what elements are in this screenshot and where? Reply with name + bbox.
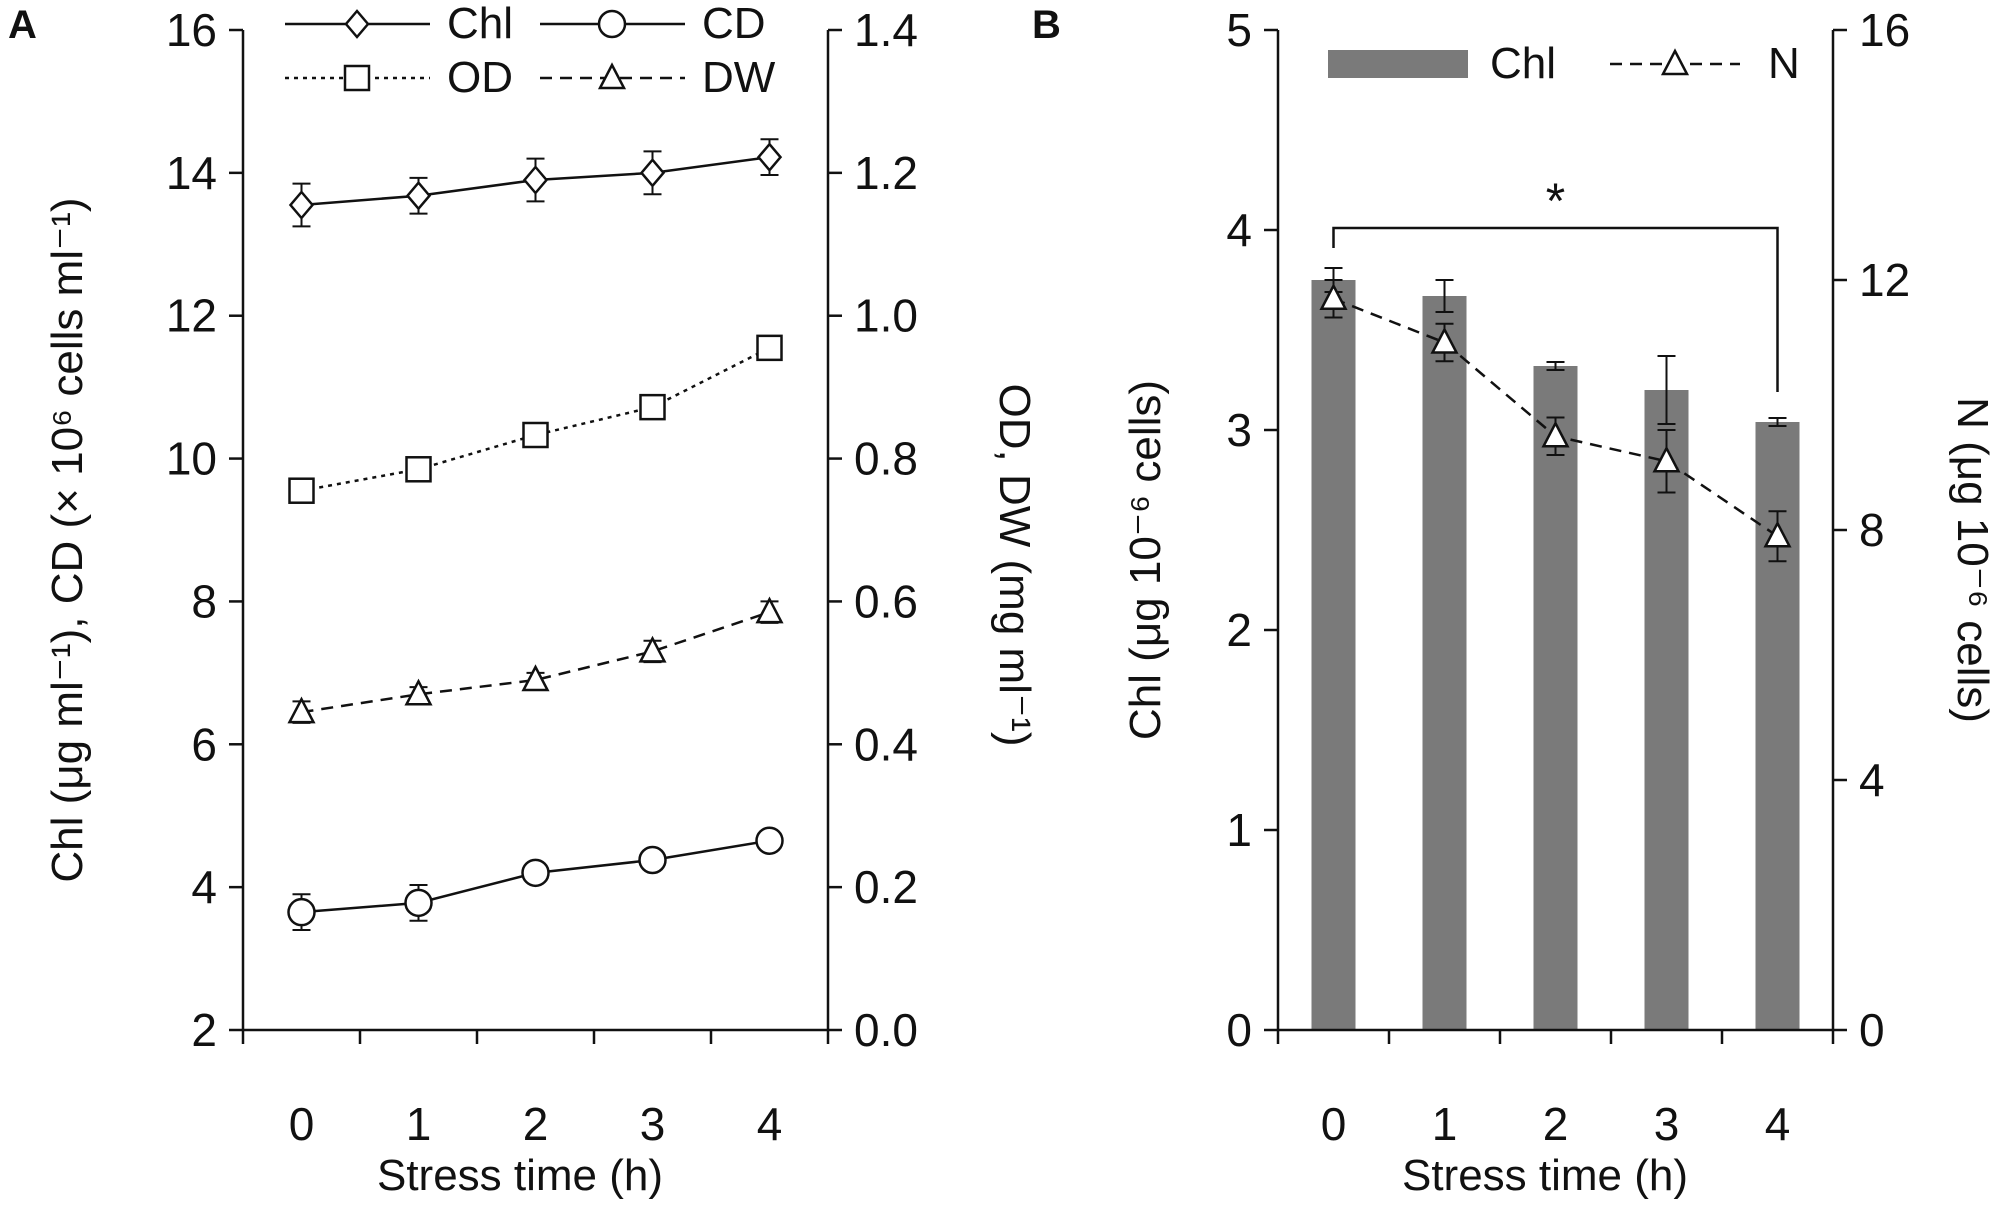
series-od-point <box>639 393 666 421</box>
panel-a-label: A <box>8 3 37 47</box>
left-axis-tick-label: 1 <box>1226 804 1252 856</box>
left-axis-tick-label: 2 <box>191 1004 217 1056</box>
x-axis-tick-label: 2 <box>1543 1098 1569 1150</box>
left-axis-tick-label: 12 <box>166 290 217 342</box>
right-axis-tick-label: 1.4 <box>854 4 918 56</box>
left-axis-tick-label: 2 <box>1226 604 1252 656</box>
series-cd-point <box>755 826 784 855</box>
series-od-point <box>756 334 783 362</box>
series-n-point <box>1763 520 1792 548</box>
series-dw-point <box>638 635 667 663</box>
left-axis-tick-label: 5 <box>1226 4 1252 56</box>
right-axis-tick-label: 4 <box>1859 754 1885 806</box>
legend-chl-swatch <box>1328 50 1468 78</box>
series-n-point <box>1652 445 1681 473</box>
series-od-point <box>405 456 432 483</box>
panel-b-left-axis-title: Chl (μg 10⁻⁶ cells) <box>1121 380 1170 740</box>
right-axis-tick-label: 0.2 <box>854 861 918 913</box>
right-axis-tick-label: 0.6 <box>854 575 918 627</box>
legend-chl-marker <box>344 9 370 39</box>
legend-od-marker <box>343 64 371 92</box>
bar-chl <box>1311 280 1356 1030</box>
panel-a-right-axis-title: OD, DW (mg ml⁻¹) <box>990 384 1039 747</box>
significance-star: * <box>1546 173 1565 229</box>
panel-b-label: B <box>1032 3 1061 47</box>
bar-chl <box>1422 296 1467 1030</box>
right-axis-tick-label: 0.0 <box>854 1004 918 1056</box>
series-n-point <box>1319 283 1348 310</box>
legend-n-marker <box>1660 48 1690 76</box>
legend-cd-label: CD <box>702 0 766 48</box>
panel-a-x-axis-title: Stress time (h) <box>377 1151 663 1200</box>
left-axis-tick-label: 0 <box>1226 1004 1252 1056</box>
left-axis-tick-label: 16 <box>166 4 217 56</box>
x-axis-tick-label: 0 <box>289 1098 315 1150</box>
series-od-line <box>301 346 771 492</box>
series-od-point <box>522 421 549 449</box>
right-axis-tick-label: 1.0 <box>854 290 918 342</box>
panel-a-left-axis-title: Chl (μg ml⁻¹), CD (× 10⁶ cells ml⁻¹) <box>43 197 92 882</box>
right-axis-tick-label: 16 <box>1859 4 1910 56</box>
left-axis-tick-label: 4 <box>191 861 217 913</box>
series-dw-line <box>301 610 770 714</box>
series-n-point <box>1541 420 1570 448</box>
series-chl-point <box>756 142 783 173</box>
x-axis-tick-label: 3 <box>640 1098 666 1150</box>
bar-chl <box>1533 366 1578 1030</box>
series-chl-point <box>405 180 432 211</box>
legend-dw-label: DW <box>702 53 776 102</box>
series-dw-point <box>755 596 784 624</box>
x-axis-tick-label: 3 <box>1654 1098 1680 1150</box>
legend-chl-label: Chl <box>447 0 513 48</box>
legend-n-label: N <box>1768 39 1800 88</box>
right-axis-tick-label: 0 <box>1859 1004 1885 1056</box>
series-cd-point <box>521 858 550 888</box>
right-axis-tick-label: 8 <box>1859 504 1885 556</box>
x-axis-tick-label: 1 <box>1432 1098 1458 1150</box>
series-dw-point <box>404 678 433 706</box>
bar-chl <box>1644 390 1689 1030</box>
panel-b-right-axis-title: N (μg 10⁻⁶ cells) <box>1948 397 1996 723</box>
significance-bracket <box>1332 226 1779 392</box>
series-dw-point <box>521 664 550 692</box>
left-axis-tick-label: 3 <box>1226 404 1252 456</box>
panel-b-x-axis-title: Stress time (h) <box>1402 1151 1688 1200</box>
legend-dw-marker <box>597 62 627 90</box>
x-axis-tick-label: 4 <box>757 1098 783 1150</box>
left-axis-tick-label: 14 <box>166 147 217 199</box>
series-cd-point <box>638 845 667 875</box>
x-axis-tick-label: 0 <box>1321 1098 1347 1150</box>
legend-cd-marker <box>597 9 627 39</box>
series-cd-point <box>404 888 433 918</box>
series-cd-point <box>287 897 316 927</box>
series-od-point <box>288 477 315 504</box>
left-axis-tick-label: 6 <box>191 718 217 770</box>
series-n-point <box>1430 326 1459 354</box>
left-axis-tick-label: 8 <box>191 575 217 627</box>
left-axis-tick-label: 4 <box>1226 204 1252 256</box>
legend-od-label: OD <box>447 53 513 102</box>
left-axis-tick-label: 10 <box>166 433 217 485</box>
right-axis-tick-label: 1.2 <box>854 147 918 199</box>
right-axis-tick-label: 0.4 <box>854 718 918 770</box>
series-dw-point <box>287 696 316 724</box>
right-axis-tick-label: 12 <box>1859 254 1910 306</box>
series-chl-point <box>522 165 549 195</box>
series-chl-point <box>288 190 315 220</box>
right-axis-tick-label: 0.8 <box>854 433 918 485</box>
legend-chl-label: Chl <box>1490 39 1556 88</box>
series-chl-point <box>639 157 666 188</box>
x-axis-tick-label: 1 <box>406 1098 432 1150</box>
x-axis-tick-label: 2 <box>523 1098 549 1150</box>
x-axis-tick-label: 4 <box>1765 1098 1791 1150</box>
